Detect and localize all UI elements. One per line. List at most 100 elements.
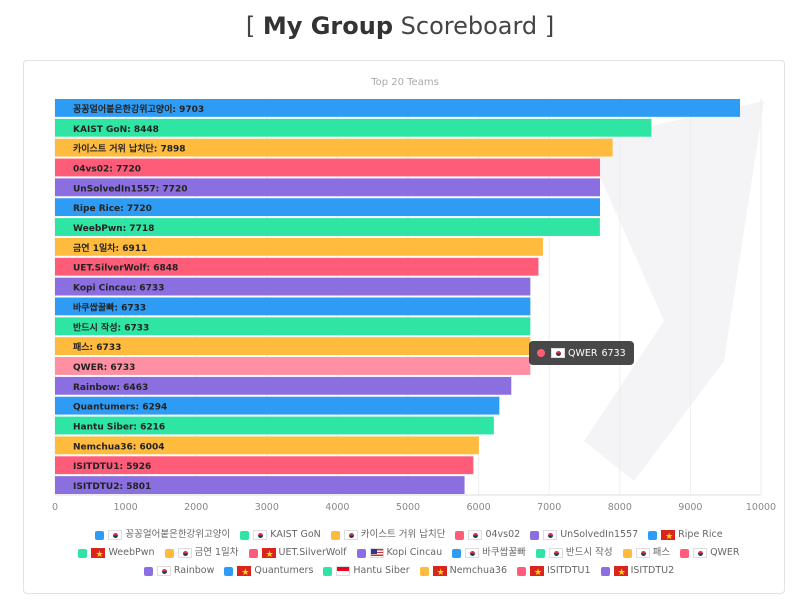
legend-label: Rainbow [173,565,215,576]
legend-label: Ripe Rice [678,529,723,540]
bar-label: ISITDTU2: 5801 [73,482,151,492]
x-tick-label: 7000 [537,502,561,513]
legend-swatch [330,530,340,540]
flag-vn-icon [661,530,676,540]
chart-card: Top 20 Teams 0 1000 2000 3000 4000 5000 6000 700… [23,60,785,594]
bar [55,198,601,217]
tooltip-color-dot [537,349,545,357]
legend-entry[interactable]: 바쿠쌉꿀빠 [452,544,526,562]
bar-label: WeebPwn: 7718 [73,224,154,234]
bar [55,218,600,236]
flag-vn-icon [613,566,628,576]
bar-label: UET.SilverWolf: 6848 [73,264,178,274]
chart-title: Top 20 Teams [370,77,439,88]
legend-label: ISITDTU1 [547,565,591,576]
bar-label: Hantu Siber: 6216 [73,423,165,433]
bar [55,376,512,395]
flag-kr-icon [635,548,650,558]
legend-entry[interactable]: ISITDTU1 [517,562,591,580]
x-tick-label: 5000 [396,502,420,513]
legend-entry[interactable]: Hantu Siber [323,562,410,580]
legend-entry[interactable]: KAIST GoN [240,526,321,544]
bar-label: 꽁꽁얼어붙은한강위고양이: 9703 [73,103,204,115]
legend-entry[interactable]: UET.SilverWolf [248,544,347,562]
bar-label: Kopi Cincau: 6733 [73,284,164,294]
x-tick-label: 8000 [608,502,632,513]
bar [55,118,652,137]
bar-label: 04vs02: 7720 [73,164,141,174]
legend-entry[interactable]: 04vs02 [455,526,520,544]
legend-entry[interactable]: ISITDTU2 [600,562,674,580]
flag-id-icon [336,566,351,576]
flag-kr-icon [548,548,563,558]
page-title-bold: My Group [262,12,393,40]
flag-vn-icon [432,566,447,576]
scoreboard-chart: Top 20 Teams 0 1000 2000 3000 4000 5000 6000 700… [52,77,776,513]
legend-label: Kopi Cincau [386,547,443,558]
x-tick-label: 4000 [325,502,349,513]
flag-kr-icon [177,548,192,558]
legend-label: KAIST GoN [270,529,321,540]
legend-entry[interactable]: 카이스트 거위 납치단 [330,526,446,544]
legend-entry[interactable]: 반드시 작성 [535,544,613,562]
legend-swatch [648,530,658,540]
legend-entry[interactable]: Quantumers [224,562,313,580]
legend-entry[interactable]: 금연 1일차 [164,544,239,562]
flag-kr-icon [468,530,483,540]
legend-label: 금연 1일차 [194,547,239,558]
legend-entry[interactable]: WeebPwn [78,544,155,562]
bar [55,99,741,117]
page-title: [ My Group Scoreboard ] [245,12,555,40]
legend-label: UnSolvedIn1557 [560,529,639,540]
flag-kr-icon [343,530,358,540]
legend-entry[interactable]: 패스 [622,544,671,562]
bar [55,317,531,336]
legend-label: 패스 [652,547,671,558]
flag-kr-icon [465,548,480,558]
flag-kr-icon [253,530,268,540]
bar-label: Quantumers: 6294 [73,403,167,413]
flag-vn-icon [237,566,252,576]
legend-entry[interactable]: Kopi Cincau [356,544,443,562]
legend-swatch [240,530,250,540]
bar [55,257,539,276]
legend-label: Nemchua36 [449,565,507,576]
legend-entry[interactable]: QWER [680,544,740,562]
legend-entry[interactable]: Nemchua36 [419,562,507,580]
x-tick-label: 9000 [678,502,702,513]
watermark-shape [584,101,764,481]
legend-label: 카이스트 거위 납치단 [360,529,446,540]
bar [55,476,465,494]
legend-label: 바쿠쌉꿀빠 [482,547,526,558]
legend-entry[interactable]: Ripe Rice [648,526,723,544]
flag-vn-icon [530,566,544,576]
bar-label: 카이스트 거위 납치단: 7898 [73,143,186,155]
legend-swatch [164,548,174,558]
flag-kr-icon [156,566,171,576]
legend-entry[interactable]: UnSolvedIn1557 [530,526,638,544]
x-tick-label: 0 [52,502,58,513]
bar [55,277,531,296]
flag-kr-icon [543,530,558,540]
x-tick-label: 6000 [467,502,491,513]
legend-entry[interactable]: 꽁꽁얼어붙은한강위고양이 [95,526,230,544]
bar-label: QWER: 6733 [73,363,135,373]
legend-label: Quantumers [254,565,314,576]
legend-swatch [78,548,88,558]
legend-label: 꽁꽁얼어붙은한강위고양이 [125,529,231,540]
legend-swatch [535,548,545,558]
tooltip-value: 6733 [601,347,626,359]
bar [55,396,500,415]
x-tick-label: 1000 [114,502,138,513]
legend-entry[interactable]: Rainbow [143,562,215,580]
legend-swatch [622,548,632,558]
legend-swatch [95,530,105,540]
bar [55,138,613,157]
bar [55,158,601,177]
flag-kr-icon [693,548,708,558]
bar [55,456,474,475]
x-tick-label: 3000 [255,502,279,513]
legend-swatch [248,548,258,558]
x-tick-label: 2000 [184,502,208,513]
legend-swatch [530,530,540,540]
